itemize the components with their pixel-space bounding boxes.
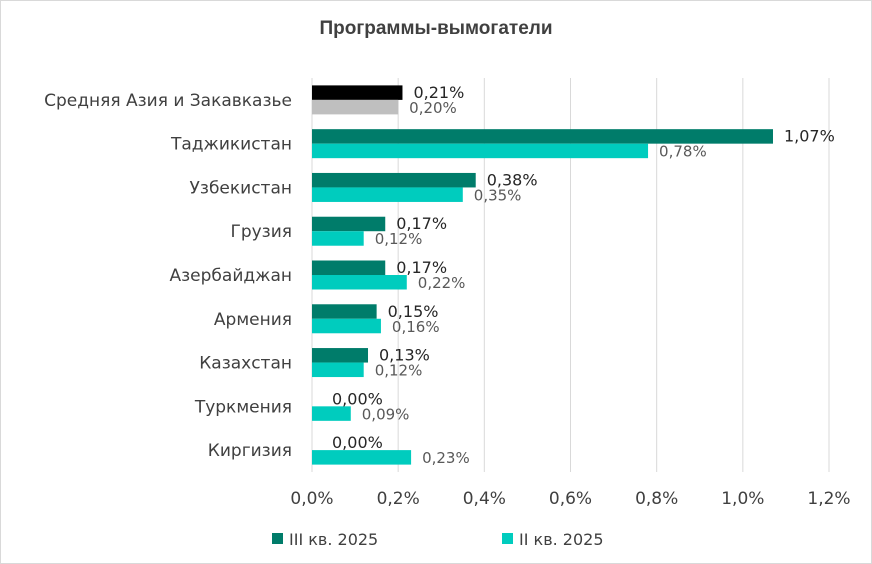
legend-label: III кв. 2025 [289, 530, 378, 549]
x-tick-label: 0,0% [290, 489, 333, 509]
value-label: 0,12% [375, 230, 423, 248]
x-tick-label: 1,2% [807, 489, 850, 509]
bar [312, 129, 773, 144]
bar [312, 318, 381, 334]
value-label: 0,17% [396, 258, 447, 277]
value-label: 0,38% [487, 170, 538, 189]
value-label: 0,35% [474, 186, 522, 204]
bar [312, 187, 463, 202]
value-label: 0,16% [392, 318, 440, 336]
x-tick-label: 0,2% [377, 489, 420, 509]
value-label: 0,15% [388, 302, 439, 321]
bar [312, 275, 407, 290]
bar [312, 450, 412, 465]
bar [312, 172, 476, 188]
bar [312, 348, 369, 363]
x-tick-label: 1,0% [721, 489, 764, 509]
category-label: Таджикистан [170, 135, 292, 155]
x-tick-label: 0,6% [549, 489, 592, 509]
legend-swatch [272, 533, 283, 544]
value-label: 0,12% [375, 362, 423, 380]
bar [312, 216, 386, 232]
value-label: 0,22% [418, 274, 466, 292]
category-label: Туркмения [194, 397, 292, 417]
bar [312, 304, 377, 319]
category-labels: Средняя Азия и Закавказье Таджикистан Узбе… [44, 91, 292, 461]
bars [312, 85, 773, 465]
x-tick-label: 0,8% [635, 489, 678, 509]
bar [312, 231, 364, 246]
value-label: 0,00% [332, 389, 383, 408]
category-label: Армения [214, 310, 292, 330]
legend-label: II кв. 2025 [519, 530, 604, 549]
category-label: Казахстан [199, 354, 292, 374]
bar [312, 99, 399, 115]
value-label: 0,21% [413, 83, 464, 102]
value-label: 1,07% [784, 127, 835, 146]
legend-swatch [502, 533, 513, 544]
chart-title: Программы-вымогатели [319, 18, 553, 39]
bar [312, 143, 649, 159]
bar [312, 85, 403, 100]
x-tick-label: 0,4% [463, 489, 506, 509]
value-label: 0,00% [332, 433, 383, 452]
category-label: Азербайджан [170, 266, 292, 286]
value-label: 0,09% [362, 405, 410, 423]
category-label: Киргизия [208, 441, 292, 461]
bar [312, 260, 386, 275]
value-label: 0,23% [422, 449, 470, 467]
category-label: Грузия [230, 222, 292, 242]
bar [312, 362, 364, 378]
category-label: Средняя Азия и Закавказье [44, 91, 292, 111]
value-labels: 0,21%0,20%1,07%0,78%0,38%0,35%0,17%0,12%… [332, 83, 835, 467]
value-label: 0,17% [396, 214, 447, 233]
x-tick-labels: 0,0% 0,2% 0,4% 0,6% 0,8% 1,0% 1,2% [290, 489, 850, 509]
bar [312, 406, 351, 421]
legend: III кв. 2025 II кв. 2025 [272, 530, 604, 549]
value-label: 0,78% [659, 143, 707, 161]
category-label: Узбекистан [190, 178, 292, 198]
value-label: 0,13% [379, 346, 430, 365]
value-label: 0,20% [409, 99, 457, 117]
